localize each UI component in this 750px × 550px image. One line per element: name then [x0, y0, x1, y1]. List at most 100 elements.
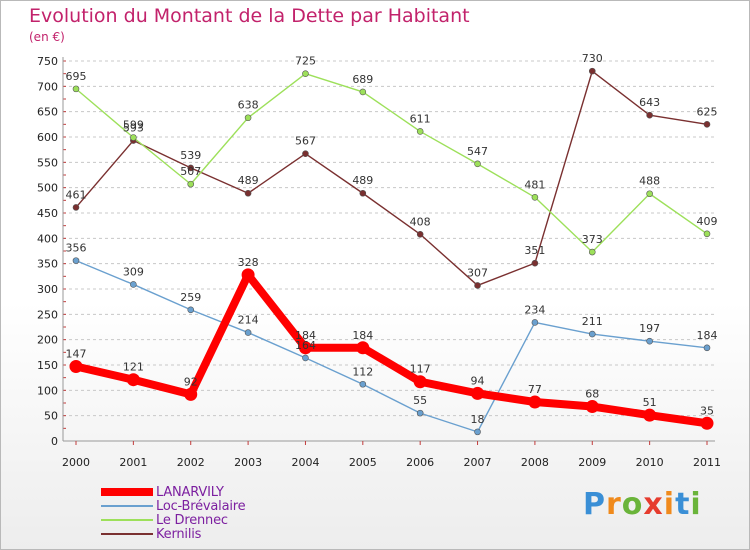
x-tick-label: 2011: [693, 456, 721, 469]
data-point-kernilis: [359, 189, 367, 197]
data-label-loc-br-valaire: 356: [66, 242, 87, 255]
y-tick-label: 650: [37, 106, 58, 119]
data-label-kernilis: 567: [295, 135, 316, 148]
data-label-lanarvily: 184: [352, 329, 373, 342]
proxiti-logo: Proxiti: [583, 487, 702, 522]
logo-letter: i: [663, 487, 676, 522]
y-tick-label: 50: [44, 410, 58, 423]
data-point-loc-br-valaire: [646, 337, 653, 345]
data-point-loc-br-valaire: [72, 257, 80, 264]
data-point-lanarvily: [184, 387, 198, 401]
data-point-le-drennec: [359, 88, 367, 96]
data-label-le-drennec: 638: [238, 99, 259, 112]
logo-letter: P: [583, 487, 606, 522]
legend-label: Kernilis: [156, 526, 202, 542]
chart-title: Evolution du Montant de la Dette par Hab…: [29, 5, 470, 27]
logo-letter: o: [621, 487, 644, 522]
legend-swatch: [101, 488, 153, 496]
data-point-le-drennec: [187, 180, 195, 188]
data-point-le-drennec: [531, 193, 539, 201]
data-point-lanarvily: [528, 395, 542, 409]
data-label-le-drennec: 725: [295, 55, 316, 68]
legend-label: LANARVILY: [156, 484, 224, 500]
x-tick-label: 2000: [62, 456, 90, 469]
data-label-loc-br-valaire: 55: [413, 394, 427, 407]
legend-label: Le Drennec: [156, 512, 228, 528]
data-label-loc-br-valaire: 214: [238, 314, 259, 327]
data-point-loc-br-valaire: [302, 354, 309, 362]
data-point-le-drennec: [302, 70, 309, 77]
data-point-lanarvily: [585, 400, 599, 414]
data-point-le-drennec: [703, 230, 711, 238]
data-point-kernilis: [187, 164, 195, 172]
data-point-lanarvily: [356, 341, 370, 355]
y-tick-label: 700: [37, 80, 58, 93]
data-label-lanarvily: 117: [410, 363, 431, 376]
data-point-le-drennec: [646, 190, 653, 198]
data-label-le-drennec: 481: [524, 178, 545, 191]
y-tick-label: 350: [37, 258, 58, 271]
data-point-kernilis: [474, 282, 481, 289]
data-point-lanarvily: [471, 386, 485, 400]
data-point-le-drennec: [72, 85, 80, 93]
legend-swatch: [101, 533, 153, 535]
data-label-loc-br-valaire: 309: [123, 265, 144, 278]
y-tick-label: 150: [37, 359, 58, 372]
data-point-loc-br-valaire: [187, 306, 195, 314]
data-label-lanarvily: 328: [238, 256, 259, 269]
data-label-loc-br-valaire: 164: [295, 339, 316, 352]
y-tick-label: 250: [37, 308, 58, 321]
x-tick-label: 2005: [349, 456, 377, 469]
x-tick-label: 2003: [234, 456, 262, 469]
data-label-loc-br-valaire: 259: [180, 291, 201, 304]
data-label-kernilis: 461: [66, 188, 87, 201]
data-label-le-drennec: 695: [66, 70, 87, 83]
data-point-le-drennec: [244, 114, 252, 122]
data-label-lanarvily: 92: [184, 375, 198, 388]
x-tick-label: 2004: [291, 456, 319, 469]
logo-letter: i: [690, 487, 702, 522]
data-label-loc-br-valaire: 211: [582, 315, 603, 328]
y-tick-label: 400: [37, 232, 58, 245]
x-tick-label: 2009: [578, 456, 606, 469]
legend-swatch: [101, 505, 153, 507]
y-tick-label: 600: [37, 131, 58, 144]
data-point-loc-br-valaire: [474, 428, 481, 436]
data-label-le-drennec: 373: [582, 233, 603, 246]
data-point-lanarvily: [643, 408, 657, 422]
data-point-kernilis: [244, 189, 252, 197]
data-point-lanarvily: [700, 416, 714, 430]
data-label-loc-br-valaire: 18: [471, 413, 485, 426]
data-point-kernilis: [302, 150, 309, 158]
data-label-le-drennec: 611: [410, 112, 431, 125]
legend-label: Loc-Brévalaire: [156, 498, 246, 514]
data-label-le-drennec: 689: [352, 73, 373, 86]
series-line-le-drennec: [75, 72, 708, 253]
data-label-kernilis: 730: [582, 52, 603, 65]
y-tick-label: 100: [37, 384, 58, 397]
data-label-lanarvily: 77: [528, 383, 542, 396]
data-point-kernilis: [703, 121, 711, 128]
logo-letter: r: [606, 487, 622, 522]
unit-label: (en €): [29, 30, 65, 44]
y-tick-label: 450: [37, 207, 58, 220]
data-label-lanarvily: 68: [585, 388, 599, 401]
x-tick-label: 2007: [464, 456, 492, 469]
legend-item-le-drennec: Le Drennec: [101, 512, 245, 528]
data-point-kernilis: [72, 204, 80, 211]
data-label-loc-br-valaire: 197: [639, 322, 660, 335]
data-point-loc-br-valaire: [130, 281, 137, 288]
series-line-kernilis: [75, 70, 708, 287]
data-label-le-drennec: 488: [639, 175, 660, 188]
data-point-le-drennec: [474, 160, 481, 168]
data-label-loc-br-valaire: 234: [524, 303, 545, 316]
legend-item-kernilis: Kernilis: [101, 526, 245, 542]
data-point-kernilis: [646, 111, 653, 119]
data-point-le-drennec: [416, 128, 424, 135]
y-tick-label: 300: [37, 283, 58, 296]
data-label-kernilis: 489: [352, 174, 373, 187]
data-point-loc-br-valaire: [416, 409, 424, 417]
data-label-le-drennec: 547: [467, 145, 488, 158]
